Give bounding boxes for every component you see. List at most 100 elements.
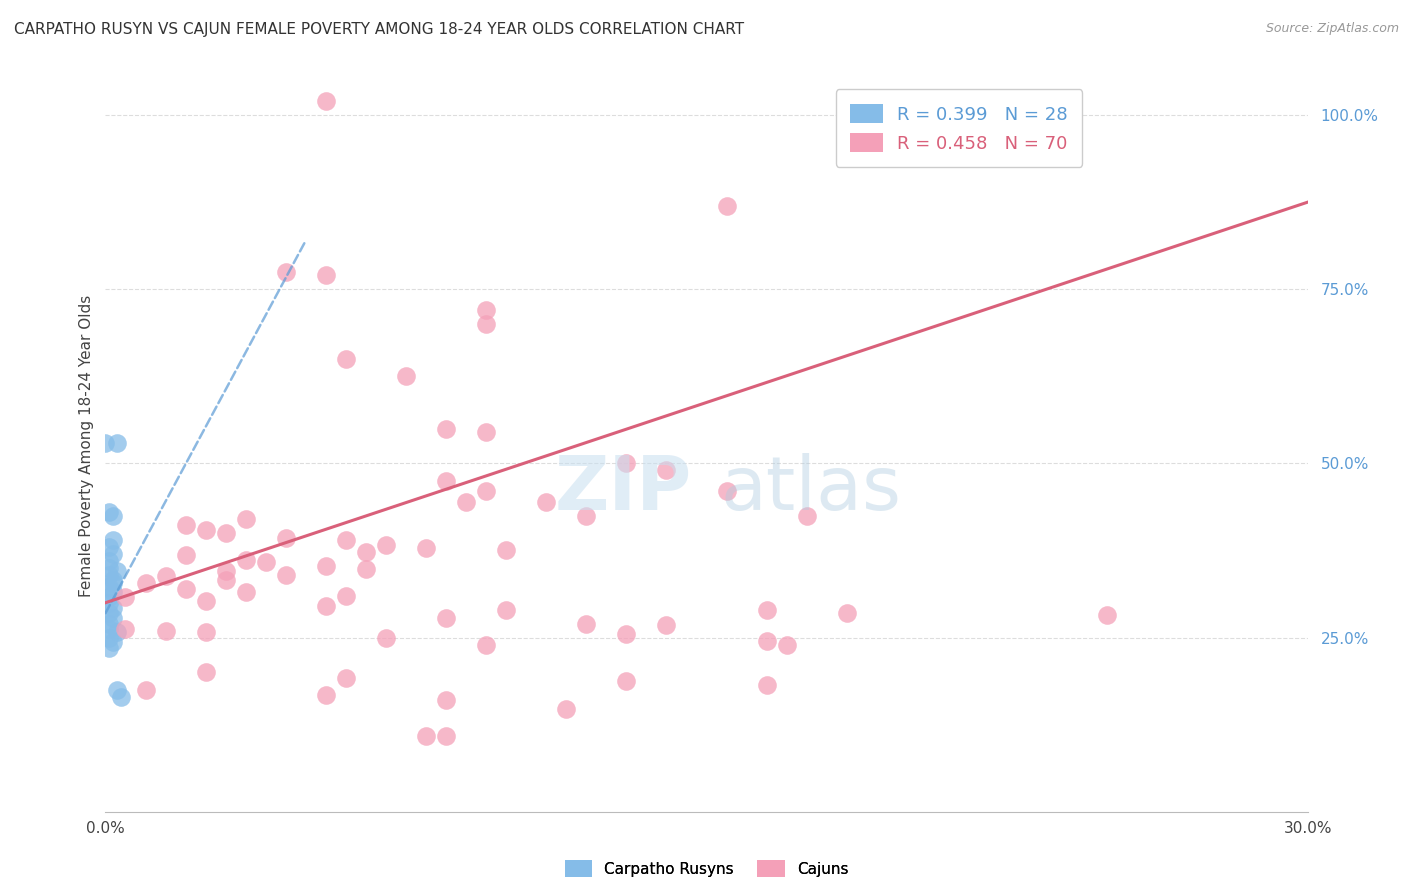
Point (776, 638, 799, 652)
Point (98, 590, 121, 604)
Point (107, 682, 129, 697)
Point (98, 567, 121, 582)
Point (174, 582, 197, 596)
Point (495, 603, 517, 617)
Point (107, 565, 129, 579)
Point (434, 421, 457, 435)
Point (98, 561, 121, 575)
Point (374, 538, 398, 552)
Point (835, 606, 858, 620)
Point (434, 693, 457, 707)
Point (716, 484, 738, 499)
Text: Source: ZipAtlas.com: Source: ZipAtlas.com (1265, 22, 1399, 36)
Point (495, 543, 517, 558)
Point (655, 618, 678, 632)
Point (475, 317, 498, 331)
Point (98, 540, 121, 554)
Point (98, 505, 121, 519)
Point (254, 555, 277, 569)
Point (214, 573, 236, 587)
Point (103, 576, 125, 591)
Text: CARPATHO RUSYN VS CAJUN FEMALE POVERTY AMONG 18-24 YEAR OLDS CORRELATION CHART: CARPATHO RUSYN VS CAJUN FEMALE POVERTY A… (14, 22, 744, 37)
Point (354, 545, 377, 559)
Point (315, 558, 337, 573)
Point (616, 457, 638, 471)
Point (103, 600, 125, 615)
Point (335, 671, 357, 685)
Text: ZIP: ZIP (555, 453, 692, 526)
Point (755, 634, 778, 648)
Point (235, 552, 257, 566)
Point (335, 589, 357, 603)
Point (114, 590, 136, 604)
Point (274, 567, 297, 582)
Point (98, 616, 121, 631)
Point (354, 562, 377, 576)
Point (475, 303, 498, 318)
Point (555, 702, 578, 716)
Point (575, 508, 598, 523)
Point (103, 547, 125, 561)
Text: atlas: atlas (721, 453, 901, 526)
Point (107, 625, 129, 640)
Point (475, 638, 498, 652)
Point (194, 593, 217, 607)
Point (174, 517, 197, 532)
Point (415, 730, 437, 744)
Point (274, 265, 297, 279)
Point (616, 674, 638, 689)
Legend: Carpatho Rusyns, Cajuns: Carpatho Rusyns, Cajuns (557, 853, 856, 885)
Point (107, 435, 129, 450)
Point (315, 599, 337, 614)
Point (315, 94, 337, 108)
Point (434, 730, 457, 744)
Point (315, 268, 337, 283)
Y-axis label: Female Poverty Among 18-24 Year Olds: Female Poverty Among 18-24 Year Olds (79, 295, 94, 597)
Point (655, 463, 678, 477)
Point (103, 611, 125, 625)
Point (616, 627, 638, 641)
Point (335, 351, 357, 366)
Point (174, 549, 197, 563)
Point (135, 682, 157, 697)
Point (194, 625, 217, 640)
Point (155, 569, 177, 583)
Point (110, 690, 132, 704)
Point (135, 576, 157, 591)
Point (274, 531, 297, 545)
Point (575, 616, 598, 631)
Point (214, 526, 236, 541)
Point (475, 425, 498, 439)
Point (103, 635, 125, 649)
Point (103, 508, 125, 523)
Point (434, 611, 457, 625)
Point (98, 581, 121, 595)
Point (755, 678, 778, 692)
Point (434, 474, 457, 488)
Point (98, 596, 121, 610)
Point (475, 484, 498, 499)
Point (155, 624, 177, 638)
Point (98, 640, 121, 655)
Point (315, 688, 337, 702)
Point (235, 512, 257, 526)
Point (235, 585, 257, 599)
Point (454, 494, 477, 508)
Point (103, 585, 125, 599)
Point (98, 554, 121, 568)
Point (374, 631, 398, 645)
Point (796, 508, 818, 523)
Point (98, 622, 121, 636)
Point (103, 573, 125, 587)
Point (98, 606, 121, 620)
Point (114, 622, 136, 636)
Point (98, 631, 121, 645)
Point (415, 541, 437, 556)
Point (534, 494, 557, 508)
Point (755, 603, 778, 617)
Point (214, 565, 236, 579)
Point (194, 523, 217, 537)
Point (1097, 607, 1119, 622)
Point (335, 533, 357, 547)
Point (103, 533, 125, 547)
